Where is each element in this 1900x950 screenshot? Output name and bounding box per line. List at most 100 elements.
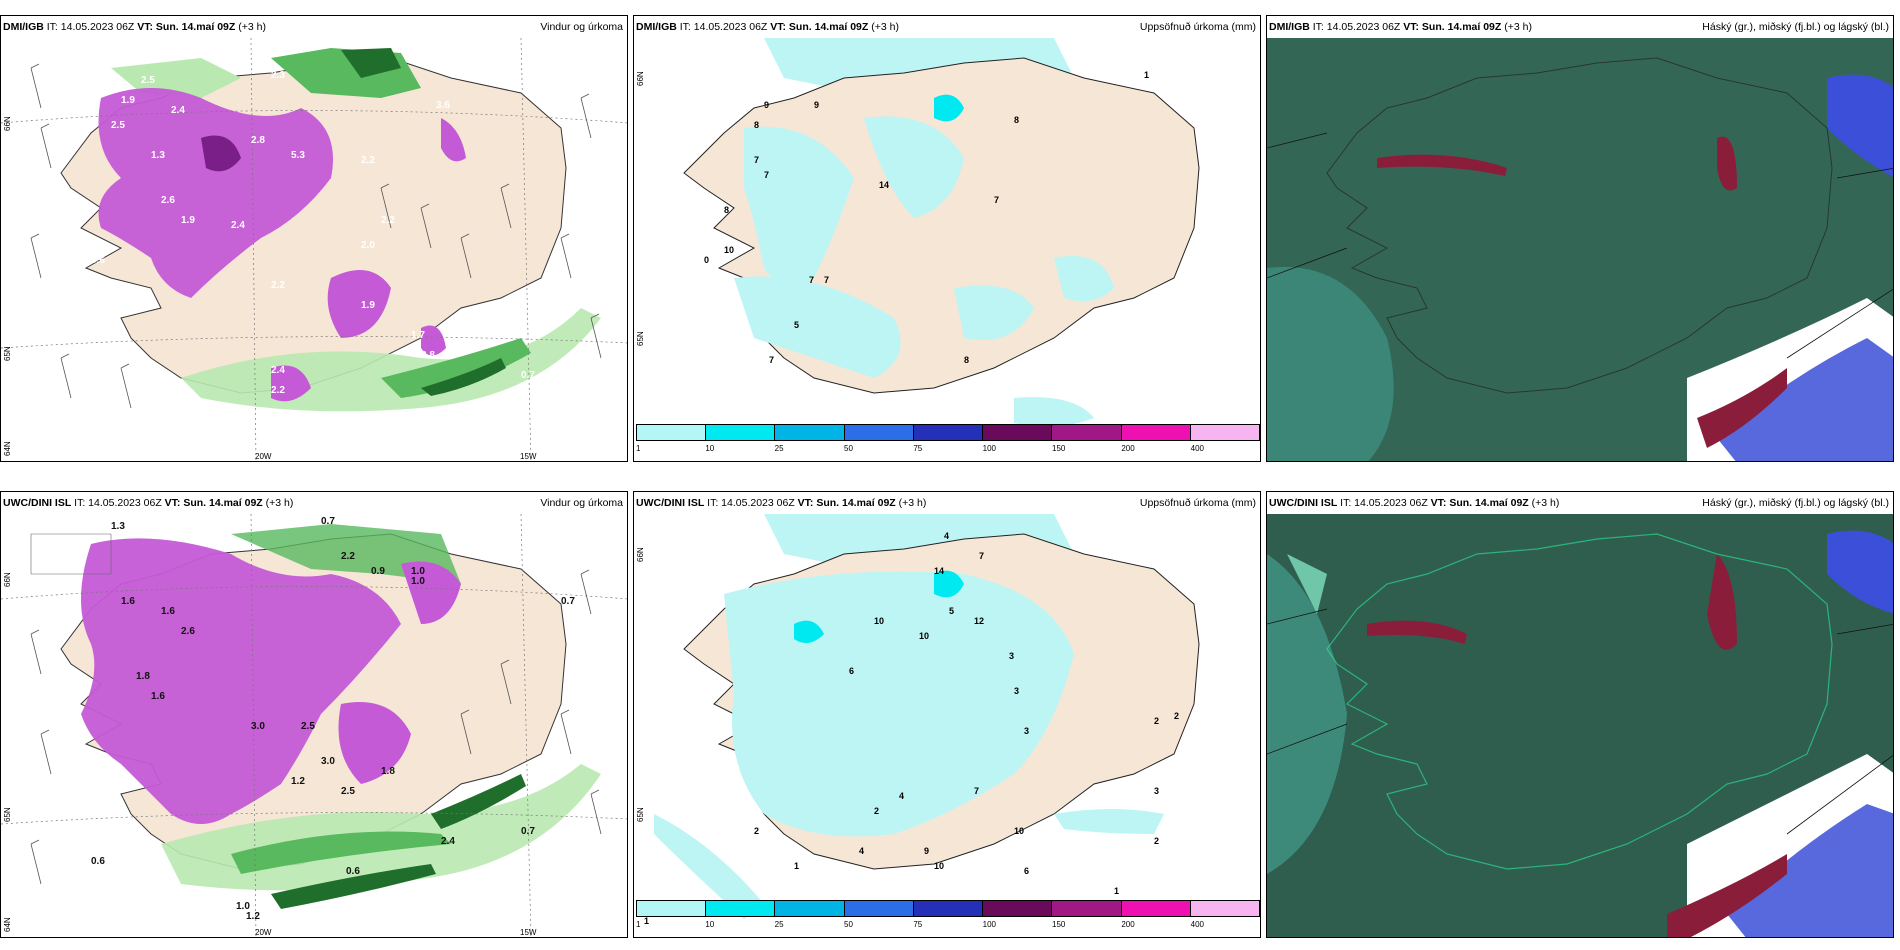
panel-header: UWC/DINI ISL IT: 14.05.2023 06Z VT: Sun.…	[634, 492, 1260, 514]
value-label: 7	[824, 275, 829, 285]
value-label: 2.0	[361, 240, 375, 251]
colorbar-swatch	[706, 425, 776, 440]
value-label: 1.3	[111, 521, 125, 532]
value-label: 2.4	[441, 836, 455, 847]
panel-header: DMI/IGB IT: 14.05.2023 06Z VT: Sun. 14.m…	[634, 16, 1260, 38]
colorbar-tick-label: 50	[844, 920, 853, 929]
colorbar-swatch	[844, 425, 914, 440]
colorbar-tick-label: 50	[844, 444, 853, 453]
value-label: 1.2	[246, 911, 260, 922]
value-label: 0.7	[521, 370, 535, 381]
lat-label: 65N	[636, 331, 645, 346]
value-label: 10	[724, 245, 734, 255]
value-label: 1.0	[411, 576, 425, 587]
value-label: 1	[1144, 70, 1149, 80]
value-label: 1	[1114, 886, 1119, 896]
value-label: 0.7	[321, 516, 335, 527]
value-label: 2	[1174, 711, 1179, 721]
value-label: 0.7	[521, 826, 535, 837]
value-label: 2	[1154, 716, 1159, 726]
value-label: 0.6	[91, 255, 105, 266]
colorbar-swatch	[706, 901, 776, 916]
value-label: 3	[1014, 686, 1019, 696]
value-label: 14	[879, 180, 889, 190]
lon-label: 15W	[520, 928, 537, 937]
lat-label: 66N	[3, 572, 12, 587]
value-label: 2.6	[161, 195, 175, 206]
panel-header: DMI/IGB IT: 14.05.2023 06Z VT: Sun. 14.m…	[1, 16, 627, 38]
cloud-map	[1267, 38, 1893, 461]
colorbar-tick-label: 400	[1190, 920, 1205, 929]
panel-header: UWC/DINI ISL IT: 14.05.2023 06Z VT: Sun.…	[1267, 492, 1893, 514]
lat-label: 64N	[3, 441, 12, 456]
wind-precip-map: 0.71.32.21.61.62.60.9 1.01.81.62.53.03.01…	[1, 514, 627, 937]
colorbar-swatch	[637, 425, 707, 440]
value-label: 7	[764, 170, 769, 180]
panel-accum-precip-dmi: DMI/IGB IT: 14.05.2023 06Z VT: Sun. 14.m…	[633, 15, 1261, 462]
colorbar-swatch	[1190, 901, 1259, 916]
value-label: 2.4	[271, 365, 285, 376]
panel-wind-precip-uwc: UWC/DINI ISL IT: 14.05.2023 06Z VT: Sun.…	[0, 491, 628, 938]
value-label: 2.5	[341, 786, 355, 797]
colorbar-tick-label: 75	[913, 920, 923, 929]
value-label: 2.4	[171, 105, 185, 116]
value-label: 0.6	[276, 430, 290, 441]
colorbar-tick-label: 75	[913, 444, 923, 453]
value-label: 7	[754, 155, 759, 165]
value-label: 0.8	[11, 415, 25, 426]
value-label: 14	[934, 566, 944, 576]
colorbar-swatch	[1121, 425, 1191, 440]
colorbar-swatch	[1052, 901, 1122, 916]
value-label: 1.9	[121, 95, 135, 106]
value-label: 8	[754, 120, 759, 130]
cloud-map	[1267, 514, 1893, 937]
value-label: 3	[1024, 726, 1029, 736]
lat-label: 66N	[636, 71, 645, 86]
colorbar	[636, 424, 1260, 441]
value-label: 1.9	[181, 215, 195, 226]
value-label: 3.6	[436, 100, 450, 111]
value-label: 2.4	[231, 220, 245, 231]
value-label: 2.3	[271, 70, 285, 81]
value-label: 0.6	[346, 866, 360, 877]
value-label: 5	[794, 320, 799, 330]
value-label: 8	[964, 355, 969, 365]
colorbar-tick-label: 100	[982, 920, 997, 929]
colorbar-swatch	[775, 425, 845, 440]
value-label: 8	[724, 205, 729, 215]
value-label: 3.0	[251, 721, 265, 732]
colorbar-swatch	[637, 901, 707, 916]
lat-label: 64N	[3, 917, 12, 932]
value-label: 1.3	[151, 150, 165, 161]
lat-label: 66N	[3, 116, 12, 131]
colorbar-tick-label: 150	[1052, 920, 1066, 929]
value-label: 2.2	[381, 215, 395, 226]
colorbar-swatch	[844, 901, 914, 916]
colorbar-tick-label: 25	[774, 444, 784, 453]
value-label: 1.6	[161, 606, 175, 617]
value-label: 3	[1154, 786, 1159, 796]
value-label: 5	[949, 606, 954, 616]
colorbar-tick-label: 1	[636, 920, 641, 929]
value-label: 9	[814, 100, 819, 110]
value-label: 2	[874, 806, 879, 816]
value-label: 0	[704, 255, 709, 265]
colorbar-tick-label: 10	[705, 920, 715, 929]
colorbar-swatch	[983, 425, 1053, 440]
colorbar-tick-label: 100	[982, 444, 997, 453]
value-label: 10	[1014, 826, 1024, 836]
value-label: 0.6	[91, 856, 105, 867]
colorbar-swatch	[1121, 901, 1191, 916]
value-label: 3	[1009, 651, 1014, 661]
panel-title: Háský (gr.), miðský (fj.bl.) og lágský (…	[1702, 497, 1889, 509]
value-label: 7	[994, 195, 999, 205]
value-label: 0.5	[86, 350, 100, 361]
panel-title: Háský (gr.), miðský (fj.bl.) og lágský (…	[1702, 21, 1889, 33]
colorbar-tick-label: 200	[1121, 444, 1135, 453]
panel-header: DMI/IGB IT: 14.05.2023 06Z VT: Sun. 14.m…	[1267, 16, 1893, 38]
value-label: 0.9	[371, 566, 385, 577]
value-label: 2	[754, 826, 759, 836]
colorbar-swatch	[775, 901, 845, 916]
value-label: 7	[769, 355, 774, 365]
